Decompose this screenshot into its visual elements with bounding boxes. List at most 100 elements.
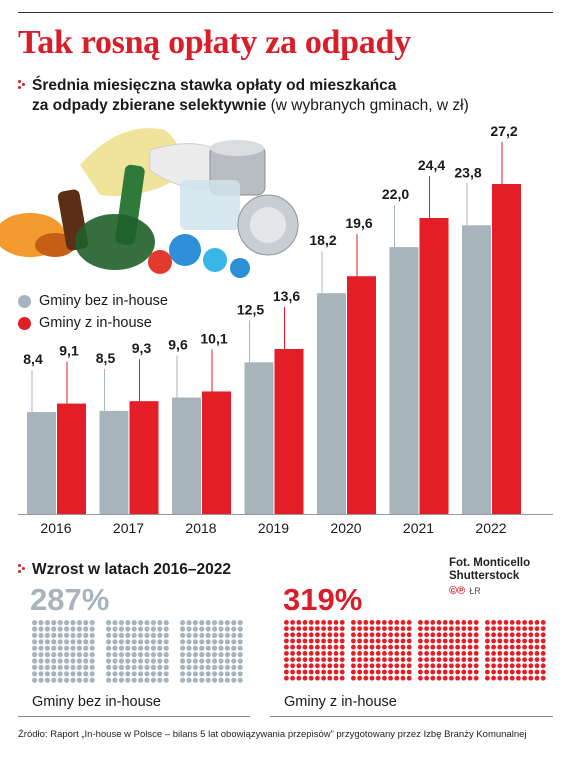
bar-b-2016 <box>57 403 86 514</box>
growth-dot <box>516 663 521 669</box>
growth-dot <box>112 620 118 626</box>
growth-dot <box>503 675 509 681</box>
growth-dot <box>333 657 339 662</box>
growth-dot <box>138 671 144 677</box>
growth-dot <box>375 626 381 631</box>
growth-dot <box>424 651 429 656</box>
growth-dot <box>64 645 70 651</box>
growth-dot <box>424 675 429 681</box>
growth-dot <box>192 632 198 638</box>
growth-dot <box>406 632 412 638</box>
growth-dot <box>131 677 137 683</box>
growth-dot <box>89 645 95 651</box>
growth-dot <box>363 626 369 631</box>
growth-dot <box>284 626 289 631</box>
growth-dot <box>363 620 369 625</box>
growth-dot <box>382 669 387 675</box>
growth-dot <box>157 652 163 658</box>
data-label: 27,2 <box>490 123 517 139</box>
growth-dot <box>509 651 515 656</box>
growth-dot <box>237 664 243 670</box>
growth-dot <box>491 651 496 656</box>
growth-dot <box>51 677 57 683</box>
growth-dot <box>112 664 118 670</box>
growth-dot <box>467 644 473 650</box>
growth-dot <box>224 677 230 683</box>
growth-dot <box>467 675 473 681</box>
growth-dot <box>199 632 205 638</box>
growth-dot <box>442 620 448 625</box>
growth-dot <box>138 658 144 664</box>
growth-dot <box>327 663 333 669</box>
growth-dot <box>64 639 70 645</box>
growth-label-a: Gminy bez in-house <box>32 694 161 710</box>
photo-credit: Fot. Monticello Shutterstock <box>449 557 530 583</box>
growth-dot <box>406 663 412 669</box>
growth-dot <box>467 669 473 675</box>
growth-dot <box>442 657 448 662</box>
growth-dot <box>231 626 237 632</box>
data-label: 24,4 <box>418 157 445 173</box>
growth-dot <box>64 652 70 658</box>
growth-dot <box>163 664 169 670</box>
growth-dot <box>237 639 243 645</box>
growth-dot <box>503 626 509 631</box>
growth-dot <box>296 620 302 625</box>
growth-dot <box>302 626 308 631</box>
growth-dot <box>509 663 515 669</box>
growth-dot <box>192 639 198 645</box>
growth-dot <box>76 645 82 651</box>
growth-dot <box>125 671 131 677</box>
growth-dot <box>315 663 320 669</box>
growth-dot <box>327 651 333 656</box>
growth-dot <box>112 677 118 683</box>
growth-dot <box>125 639 131 645</box>
growth-dot <box>455 669 460 675</box>
data-label: 22,0 <box>382 186 409 202</box>
growth-dot <box>131 632 137 638</box>
growth-dot <box>321 657 326 662</box>
growth-dot <box>180 639 186 645</box>
growth-dot <box>534 644 540 650</box>
growth-dot <box>57 677 63 683</box>
growth-dot <box>473 620 479 625</box>
growth-dot <box>76 671 82 677</box>
growth-dot <box>491 632 496 638</box>
legend-label-b: Gminy z in-house <box>39 315 152 331</box>
growth-dot <box>180 626 186 632</box>
growth-dot <box>296 651 302 656</box>
growth-dot <box>118 632 124 638</box>
growth-dot <box>449 657 454 662</box>
growth-dot <box>138 677 144 683</box>
growth-dot <box>199 664 205 670</box>
growth-dot <box>382 626 387 631</box>
growth-dot <box>491 657 496 662</box>
growth-dot <box>296 675 302 681</box>
growth-dot <box>503 632 509 638</box>
growth-dot <box>516 620 521 625</box>
growth-dot <box>339 644 345 650</box>
growth-dot <box>308 644 314 650</box>
growth-dot <box>89 620 95 626</box>
growth-dot <box>296 632 302 638</box>
growth-dot <box>125 658 131 664</box>
growth-dot <box>186 677 192 683</box>
growth-value-a: 287% <box>30 582 110 617</box>
growth-dot <box>231 652 237 658</box>
growth-dot <box>163 639 169 645</box>
subtitle-line-1: Średnia miesięczna stawka opłaty od mies… <box>32 77 397 94</box>
growth-dot <box>157 645 163 651</box>
growth-dot <box>497 626 503 631</box>
growth-dot <box>449 620 454 625</box>
growth-dot <box>455 663 460 669</box>
growth-dot <box>180 671 186 677</box>
growth-dot <box>491 675 496 681</box>
growth-dot <box>89 671 95 677</box>
growth-dot <box>363 675 369 681</box>
growth-dot <box>38 645 44 651</box>
legend-item-b: Gminy z in-house <box>18 313 168 333</box>
growth-dot <box>394 675 400 681</box>
growth-dot <box>57 645 63 651</box>
growth-dot <box>509 657 515 662</box>
growth-dot <box>424 626 429 631</box>
